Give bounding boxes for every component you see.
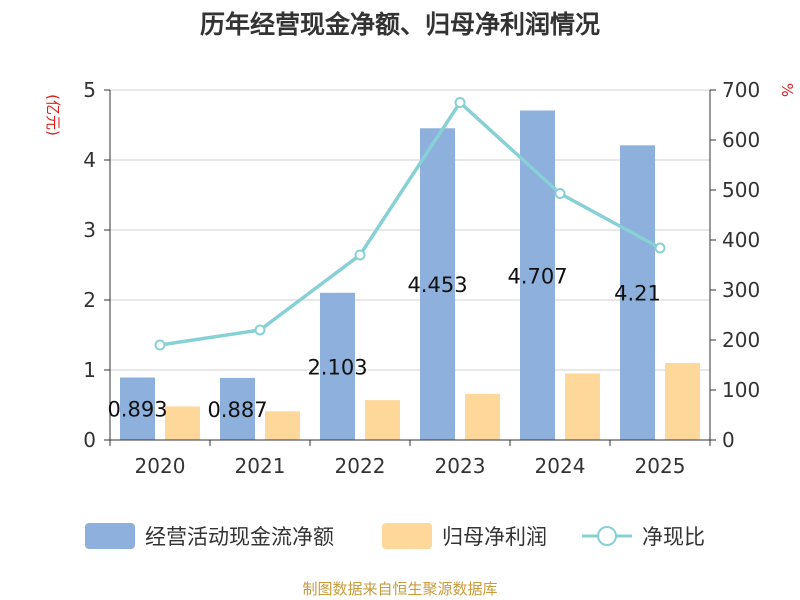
cash-flow-bar	[320, 292, 355, 440]
net-profit-bar	[365, 400, 400, 440]
left-tick-label: 2	[83, 288, 96, 312]
x-tick-label: 2024	[535, 454, 586, 478]
legend-swatch-net-profit	[382, 523, 432, 549]
right-tick-label: 500	[722, 178, 760, 202]
source-note: 制图数据来自恒生聚源数据库	[302, 580, 497, 598]
cash-flow-data-label: 2.103	[307, 355, 367, 379]
net-cash-ratio-point	[354, 249, 366, 261]
right-tick-label: 400	[722, 228, 760, 252]
cash-flow-data-label: 4.21	[614, 282, 661, 306]
left-tick-label: 0	[83, 428, 96, 452]
legend-swatch-cash-flow	[85, 523, 135, 549]
cash-flow-data-label: 0.887	[207, 398, 267, 422]
legend-label-cash-flow: 经营活动现金流净额	[145, 525, 334, 549]
right-axis-unit: %	[778, 83, 796, 97]
net-profit-bar	[265, 411, 300, 440]
cash-flow-data-label: 0.893	[107, 398, 167, 422]
data-labels: 0.893 0.887 2.103 4.453 4.707 4.21	[107, 264, 660, 422]
right-tick-label: 700	[722, 78, 760, 102]
right-tick-label: 600	[722, 128, 760, 152]
x-tick-label: 2021	[235, 454, 286, 478]
net-cash-ratio-point	[554, 188, 566, 199]
left-tick-label: 3	[83, 218, 96, 242]
bar-series	[120, 110, 700, 441]
legend: 经营活动现金流净额 归母净利润 净现比	[85, 523, 705, 549]
net-cash-ratio-line	[159, 99, 661, 347]
net-profit-bar	[565, 373, 600, 440]
left-tick-label: 1	[83, 358, 96, 382]
x-tick-label: 2025	[635, 454, 686, 478]
chart-title: 历年经营现金净额、归母净利润情况	[200, 10, 600, 39]
legend-label-net-cash-ratio: 净现比	[642, 525, 705, 549]
x-tick-label: 2020	[135, 454, 186, 478]
cash-flow-bar	[220, 377, 255, 440]
right-tick-label: 100	[722, 378, 760, 402]
left-tick-label: 5	[83, 78, 96, 102]
cash-flow-bar	[120, 377, 155, 440]
cash-flow-bar	[620, 145, 655, 441]
right-tick-label: 0	[722, 428, 735, 452]
net-cash-ratio-point	[154, 339, 166, 351]
legend-swatch-marker	[597, 526, 617, 546]
x-tick-label: 2022	[335, 454, 386, 478]
cash-flow-bar	[420, 128, 455, 441]
net-profit-bar	[165, 406, 200, 440]
net-profit-bar	[665, 363, 700, 440]
cash-flow-data-label: 4.453	[407, 273, 467, 297]
left-axis-unit: (亿元)	[44, 94, 62, 136]
axes: 0 1 2 3 4 5 0 100 200 300 400 500 600 700 2020 2021 2022…	[83, 78, 760, 478]
right-tick-label: 200	[722, 328, 760, 352]
net-cash-ratio-point	[454, 97, 466, 108]
cash-flow-data-label: 4.707	[507, 264, 567, 288]
legend-label-net-profit: 归母净利润	[442, 525, 547, 549]
net-cash-ratio-point	[654, 242, 666, 254]
net-cash-ratio-point	[254, 324, 266, 336]
line-series	[154, 97, 666, 351]
right-tick-label: 300	[722, 278, 760, 302]
left-tick-label: 4	[83, 148, 96, 172]
cash-flow-bar	[520, 110, 555, 440]
x-tick-label: 2023	[435, 454, 486, 478]
net-profit-bar	[465, 393, 500, 440]
